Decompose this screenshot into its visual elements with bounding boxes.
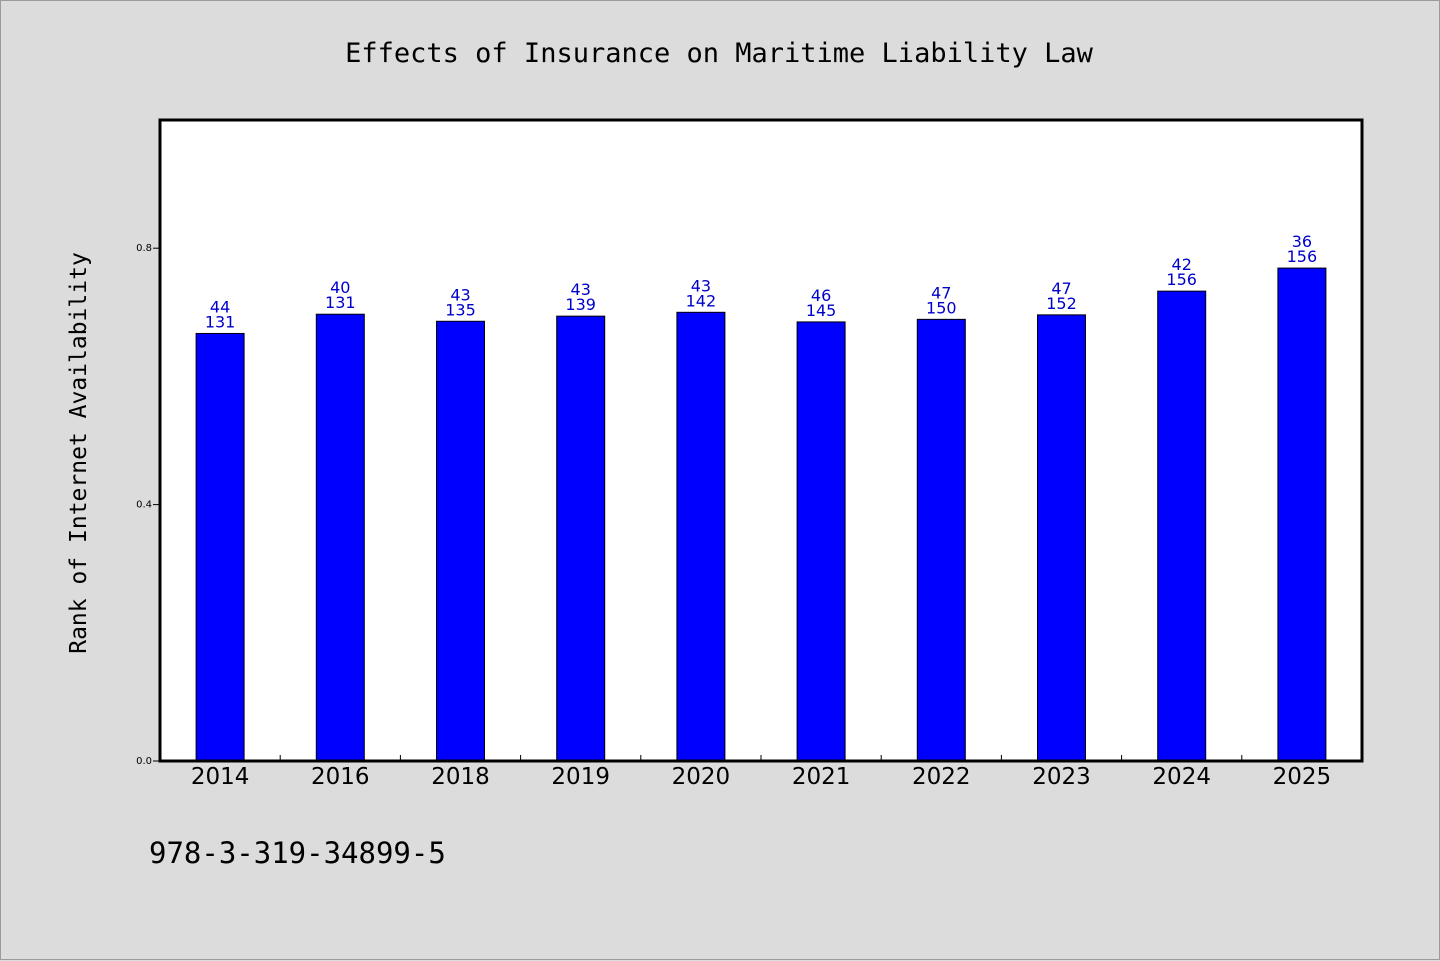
y-tick-label: 0.4 [136,500,152,511]
data-label-bottom: 139 [565,295,596,314]
data-label-top: 46 [811,286,831,305]
y-tick-label: 0.8 [136,243,152,254]
bar [315,313,365,762]
data-label-bottom: 145 [806,301,837,320]
data-label-bottom: 131 [325,293,356,312]
bars-group [195,267,1327,762]
bar [436,320,485,762]
data-label-top: 36 [1292,232,1312,251]
data-label-bottom: 156 [1287,247,1318,266]
chart-title: Effects of Insurance on Maritime Liabili… [345,38,1093,69]
x-tick-label: 2021 [792,764,851,790]
data-label-top: 47 [1051,279,1071,298]
y-axis-label: Rank of Internet Availability [66,252,92,654]
x-tick-label: 2025 [1273,764,1332,790]
data-label-top: 42 [1172,255,1192,274]
bar [916,318,966,762]
x-tick-label: 2016 [311,764,370,790]
data-label-top: 47 [931,283,951,302]
x-tick-label: 2022 [912,764,971,790]
x-tick-label: 2019 [551,764,610,790]
x-tick-label: 2014 [191,764,250,790]
x-tick-label: 2020 [672,764,731,790]
x-ticks-group: 2014 2016 2018 2019 2020 2021 2022 2023 2024 2025 [191,755,1331,790]
data-label-top: 43 [691,276,711,295]
x-tick-label: 2023 [1032,764,1091,790]
bar [556,315,606,762]
bar [195,332,245,762]
data-label-bottom: 135 [445,300,476,319]
bar [796,321,846,762]
y-tick-label: 0.0 [136,756,152,767]
plot-border [158,118,1364,763]
data-label-top: 43 [450,285,470,304]
data-label-bottom: 150 [926,298,957,317]
bar [1277,267,1327,762]
data-label-bottom: 142 [686,291,717,310]
data-label-bottom: 131 [205,312,236,331]
y-ticks-group: 0.0 0.4 0.8 [136,243,160,767]
x-tick-label: 2018 [431,764,490,790]
bar [1037,314,1086,762]
data-label-bottom: 152 [1046,294,1077,313]
x-tick-label: 2024 [1152,764,1211,790]
bar [676,311,726,762]
data-label-top: 44 [210,297,230,316]
data-label-top: 43 [571,280,591,299]
data-label-bottom: 156 [1166,270,1197,289]
bar [1157,290,1207,762]
data-label-top: 40 [330,278,350,297]
footnote-isbn: 978-3-319-34899-5 [149,836,446,870]
